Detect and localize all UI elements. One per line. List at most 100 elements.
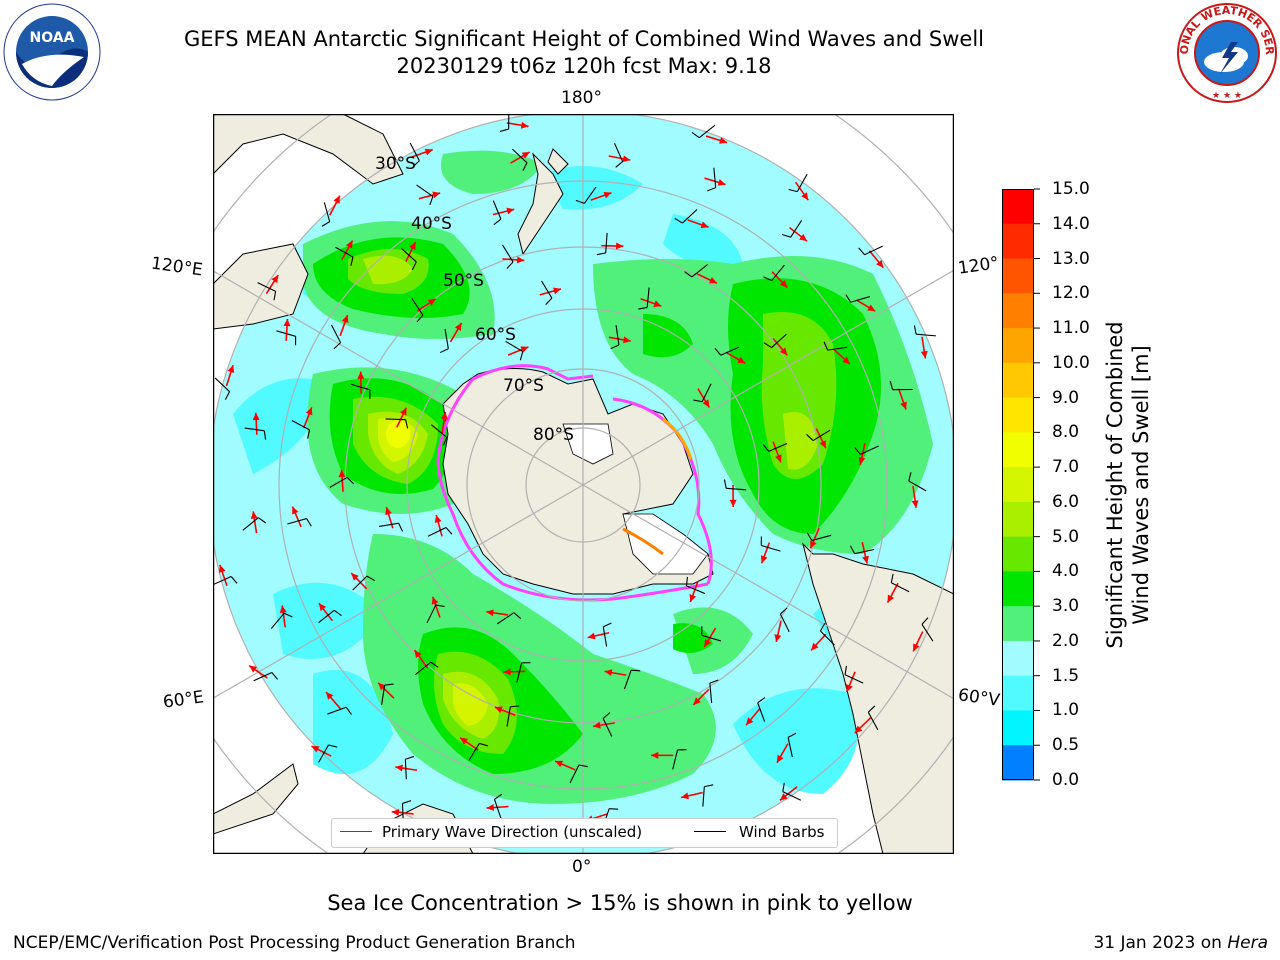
colorbar-tick-label: 13.0 xyxy=(1052,248,1090,269)
wind-barb xyxy=(698,124,716,139)
wind-barb-flag xyxy=(575,199,585,204)
wave-height-8 xyxy=(386,420,410,448)
wave-direction-arrowhead xyxy=(708,276,717,284)
wave-direction-arrowhead xyxy=(911,500,919,508)
wind-barb-flag xyxy=(333,609,342,617)
wind-barb-flag xyxy=(230,576,238,584)
colorbar-tick-label: 1.0 xyxy=(1052,700,1080,721)
wind-barb-flag xyxy=(435,604,445,608)
wind-barb-flag xyxy=(854,447,861,455)
wind-barb xyxy=(430,424,448,438)
wave-direction-arrowhead xyxy=(357,371,365,379)
wind-barb xyxy=(709,683,713,704)
wind-barb-flag xyxy=(405,755,415,760)
lon-label-180: 180° xyxy=(561,88,602,108)
lat-label-80s: 80°S xyxy=(533,425,574,445)
wind-barb xyxy=(713,167,717,188)
colorbar-segment xyxy=(1002,745,1034,781)
wave-direction-arrowhead xyxy=(846,684,853,693)
wave-direction-arrowhead xyxy=(378,682,386,691)
wind-barb xyxy=(492,200,502,220)
wind-barb xyxy=(287,518,307,525)
wind-barb xyxy=(291,420,310,431)
wind-barb-flag xyxy=(921,617,929,625)
wind-barb-flag xyxy=(439,348,449,354)
lon-label-60e: 60°E xyxy=(161,687,206,713)
wind-barb xyxy=(496,612,515,625)
wind-barb-flag xyxy=(346,477,354,485)
wind-barb-flag xyxy=(307,429,311,439)
wind-barb-flag xyxy=(283,612,293,618)
wind-barb xyxy=(401,248,417,263)
wind-barb-flag xyxy=(615,161,624,168)
wind-barb xyxy=(350,383,371,391)
colorbar-segment xyxy=(1002,571,1034,607)
colorbar-tick-label: 0.0 xyxy=(1052,770,1080,790)
wave-direction-arrowhead xyxy=(341,315,349,324)
wind-barb xyxy=(782,791,802,801)
wave-direction-arrowhead xyxy=(311,746,320,753)
colorbar-segment xyxy=(1002,293,1034,329)
wind-barb xyxy=(908,480,927,492)
wave-direction-arrowhead xyxy=(876,260,884,268)
wind-barb-flag xyxy=(578,764,588,768)
wind-barb-flag xyxy=(333,342,341,350)
wind-barb-flag xyxy=(707,187,716,192)
colorbar-tick-label: 10.0 xyxy=(1052,352,1090,373)
wind-barb-flag xyxy=(519,351,524,361)
wave-direction-arrowhead xyxy=(604,669,613,677)
wave-direction-arrowhead xyxy=(737,356,746,364)
wind-barb-flag xyxy=(306,518,312,527)
wind-barb-flag xyxy=(506,261,514,269)
wind-barb-flag xyxy=(889,380,894,390)
wave-direction-arrowhead xyxy=(351,573,359,581)
wind-barb xyxy=(411,298,424,316)
wind-barb xyxy=(844,674,864,684)
wave-direction-arrowhead xyxy=(775,454,782,463)
colorbar-tick-label: 8.0 xyxy=(1052,422,1080,443)
wind-barb xyxy=(427,526,447,537)
wind-barb-flag xyxy=(858,247,865,256)
wind-barb xyxy=(426,604,437,624)
wave-direction-arrowhead xyxy=(486,804,495,812)
wave-direction-arrowhead xyxy=(862,555,869,564)
wave-direction-arrowhead xyxy=(431,596,439,605)
wave-direction-arrowhead xyxy=(553,287,561,295)
wind-barb-flag xyxy=(867,705,876,713)
wind-barb xyxy=(583,186,597,204)
wave-direction-arrowhead xyxy=(887,594,895,603)
wave-direction-arrowhead xyxy=(249,665,258,673)
wind-barb xyxy=(820,630,835,646)
wind-barb xyxy=(569,764,580,784)
wind-barb-flag xyxy=(806,532,813,541)
wind-barb-flag xyxy=(638,306,648,310)
wave-direction-arrowhead xyxy=(819,440,826,449)
colorbar-tick-label: 4.0 xyxy=(1052,561,1080,582)
wave-direction-arrowhead xyxy=(486,609,494,617)
wind-barb-flag xyxy=(844,665,848,675)
wave-direction-arrowhead xyxy=(603,191,612,199)
wave-direction-arrowhead xyxy=(717,179,726,186)
wind-barb-flag xyxy=(321,221,330,227)
wind-barb-flag xyxy=(416,314,424,323)
wind-barb xyxy=(796,173,808,192)
colorbar-tick-label: 6.0 xyxy=(1052,491,1080,512)
wave-direction-arrowhead xyxy=(779,280,788,288)
wind-barb-flag xyxy=(384,683,394,686)
wave-direction-arrowhead xyxy=(516,256,525,264)
colorbar-segment xyxy=(1002,432,1034,468)
wind-barb xyxy=(335,246,354,258)
wind-barb-flag xyxy=(522,162,528,172)
lat-label-60s: 60°S xyxy=(475,325,516,345)
colorbar-segment xyxy=(1002,362,1034,399)
lat-label-70s: 70°S xyxy=(503,376,544,396)
wind-barb xyxy=(378,522,399,528)
wind-barb xyxy=(329,476,348,488)
footer-date: 31 Jan 2023 on Hera xyxy=(1093,933,1268,953)
wind-barb xyxy=(811,534,832,542)
wind-barb-flag xyxy=(709,679,719,684)
wind-barb-flag xyxy=(411,261,417,271)
colorbar-tick-label: 3.0 xyxy=(1052,596,1080,617)
wind-barb-flag xyxy=(596,252,606,256)
wind-barb xyxy=(409,142,420,162)
